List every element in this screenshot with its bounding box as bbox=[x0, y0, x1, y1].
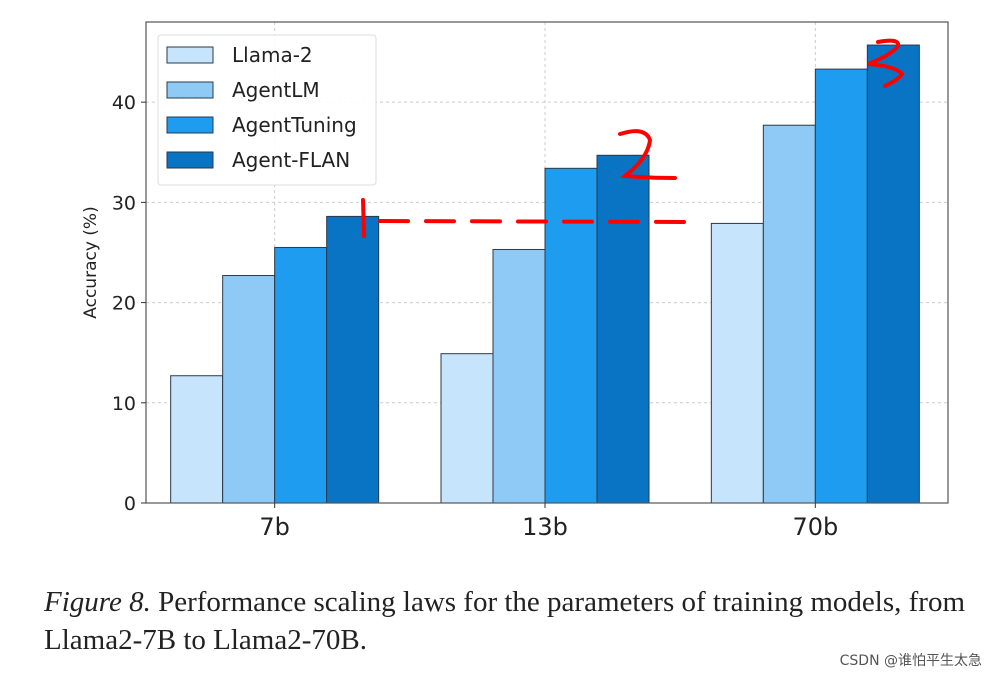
x-tick-label: 13b bbox=[522, 513, 568, 541]
y-tick-label: 20 bbox=[112, 293, 136, 315]
legend-label: Agent-FLAN bbox=[232, 148, 350, 172]
y-tick-label: 40 bbox=[112, 92, 136, 114]
annotation-dashed-line bbox=[378, 219, 692, 224]
bar-AgentLM-70b bbox=[762, 124, 816, 504]
y-axis-label: Accuracy (%) bbox=[81, 206, 101, 318]
bar-AgentTuning-7b bbox=[274, 246, 328, 504]
legend-label: AgentTuning bbox=[232, 113, 357, 137]
bar-AgentLM-13b bbox=[492, 248, 546, 504]
annotation-digit-3 bbox=[867, 38, 905, 88]
bar-Llama-2-70b bbox=[710, 222, 764, 504]
bar-AgentLM-7b bbox=[222, 275, 276, 504]
x-tick-label: 70b bbox=[792, 513, 838, 541]
caption-text: Performance scaling laws for the paramet… bbox=[44, 586, 965, 656]
watermark: CSDN @谁怕平生太急 bbox=[839, 653, 982, 669]
bar-Agent-FLAN-7b bbox=[326, 215, 380, 504]
bar-Agent-FLAN-13b bbox=[596, 154, 650, 504]
legend-swatch bbox=[166, 81, 214, 99]
bar-Llama-2-13b bbox=[440, 353, 494, 504]
figure-caption: Figure 8. Performance scaling laws for t… bbox=[44, 583, 994, 659]
legend-box bbox=[157, 34, 377, 186]
y-tick-label: 0 bbox=[124, 493, 136, 515]
bar-AgentTuning-13b bbox=[544, 167, 598, 504]
x-tick-label: 7b bbox=[259, 513, 290, 541]
legend-label: Llama-2 bbox=[232, 43, 313, 67]
y-tick-label: 10 bbox=[112, 393, 136, 415]
plot-frame bbox=[145, 21, 949, 504]
bar-AgentTuning-70b bbox=[814, 68, 868, 504]
annotation-digit-2 bbox=[618, 129, 677, 180]
legend-swatch bbox=[166, 46, 214, 64]
caption-label: Figure 8. bbox=[44, 586, 151, 618]
annotation-tick-mark bbox=[361, 198, 366, 238]
legend-label: AgentLM bbox=[232, 78, 320, 102]
y-tick-label: 30 bbox=[112, 192, 136, 214]
bar-Llama-2-7b bbox=[170, 375, 224, 504]
bar-chart: 0 10 20 30 40 7b 13b 70b Accuracy (%) Llama-2 Agen… bbox=[81, 21, 949, 541]
legend-swatch bbox=[166, 116, 214, 134]
bar-Agent-FLAN-70b bbox=[866, 44, 920, 504]
legend-swatch bbox=[166, 151, 214, 169]
